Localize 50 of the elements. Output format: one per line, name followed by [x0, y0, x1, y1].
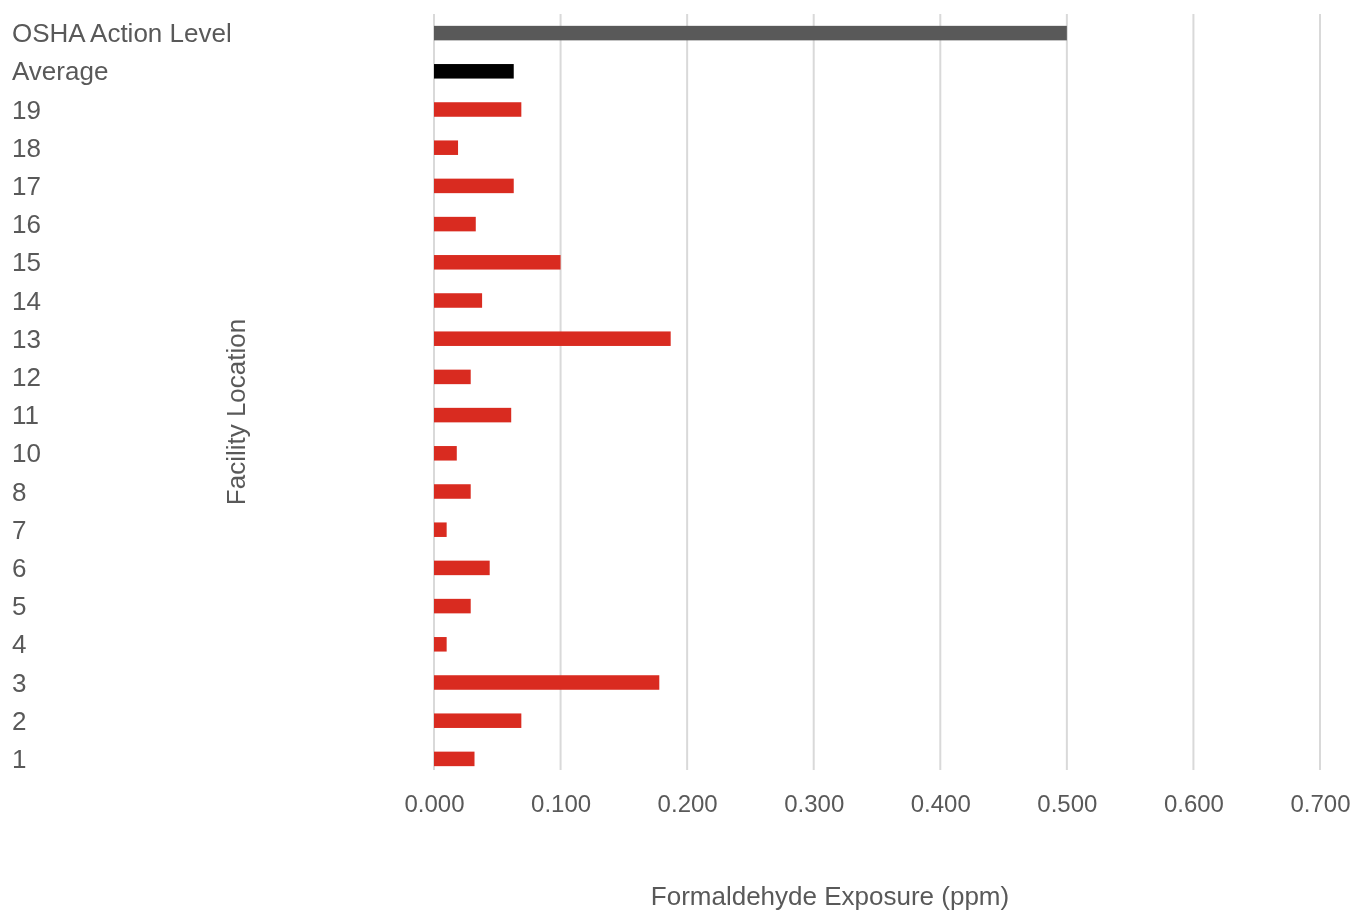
y-tick-label: Average	[12, 56, 109, 87]
bar	[434, 369, 471, 385]
bar	[434, 637, 447, 652]
bar	[434, 102, 522, 117]
y-tick-label: 1	[12, 744, 27, 774]
y-tick-label: 14	[12, 285, 41, 316]
y-tick-label: OSHA Action Level	[12, 18, 232, 49]
x-tick-label: 0.600	[1163, 790, 1224, 818]
y-tick-label: 15	[12, 247, 41, 278]
bar	[434, 25, 1067, 41]
bar	[434, 140, 459, 155]
y-tick-label: 17	[12, 171, 41, 201]
x-tick-label: 0.700	[1290, 790, 1351, 818]
y-tick-label: 10	[12, 438, 41, 469]
y-tick-label: 2	[12, 705, 27, 736]
bar	[434, 675, 660, 690]
bar	[434, 751, 475, 767]
y-axis-title: Facility Location	[221, 318, 251, 506]
y-tick-label: 8	[12, 476, 27, 507]
y-tick-label: 6	[12, 553, 27, 583]
bar	[434, 331, 671, 346]
y-tick-label: 5	[12, 591, 27, 622]
y-tick-label: 3	[12, 667, 27, 698]
bar	[434, 446, 457, 461]
y-tick-label: 19	[12, 94, 41, 125]
x-tick-label: 0.400	[910, 790, 971, 818]
bar	[434, 255, 561, 270]
x-tick-label: 0.000	[404, 790, 465, 818]
x-tick-label: 0.200	[657, 790, 718, 818]
y-tick-label: 4	[12, 629, 27, 660]
bar	[434, 407, 512, 423]
y-tick-label: 12	[12, 362, 41, 392]
y-tick-label: 18	[12, 132, 41, 163]
bar	[434, 64, 514, 79]
y-tick-label: 7	[12, 514, 27, 545]
bar	[434, 293, 483, 308]
x-tick-label: 0.100	[531, 790, 592, 818]
bar	[434, 484, 471, 499]
y-tick-label: 16	[12, 209, 41, 240]
x-tick-label: 0.300	[784, 790, 845, 818]
bar	[434, 560, 490, 576]
x-axis-title: Formaldehyde Exposure (ppm)	[650, 881, 1010, 911]
bar	[434, 713, 522, 728]
x-tick-label: 0.500	[1037, 790, 1098, 818]
bar	[434, 178, 514, 194]
bar	[434, 522, 447, 537]
bar	[434, 598, 471, 614]
bar	[434, 216, 476, 232]
y-tick-label: 13	[12, 323, 41, 354]
y-tick-label: 11	[12, 400, 39, 431]
